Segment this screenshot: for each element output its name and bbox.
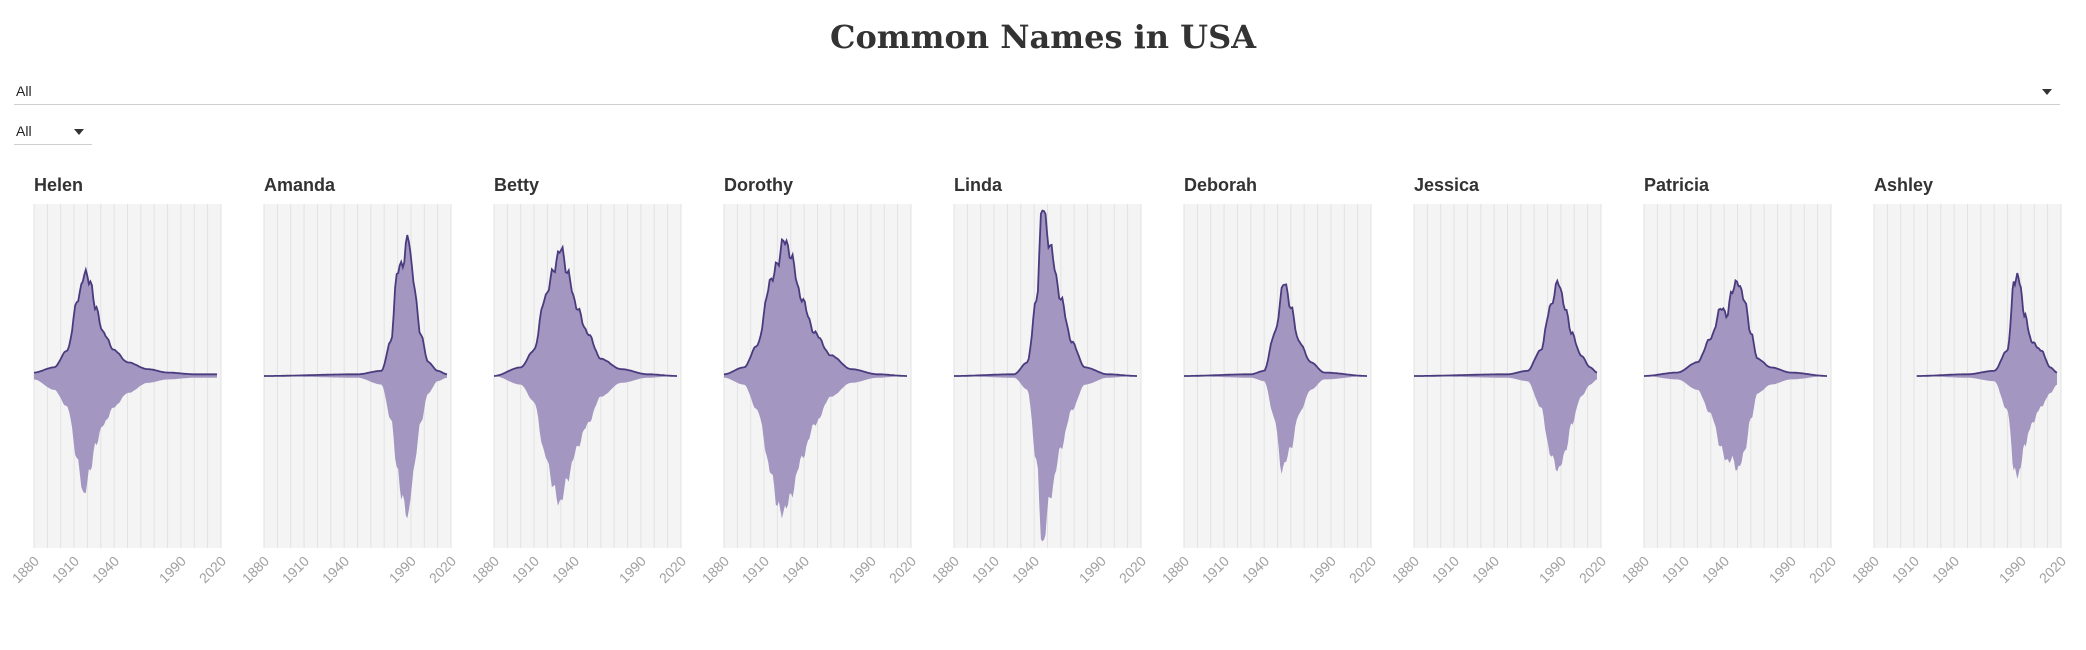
x-tick-label: 1880 — [239, 553, 272, 586]
name-label: Dorothy — [724, 175, 793, 195]
x-tick-label: 1990 — [1076, 553, 1109, 586]
x-tick-label: 1910 — [279, 553, 312, 586]
x-tick-label: 1940 — [89, 553, 122, 586]
x-tick-label: 1990 — [846, 553, 879, 586]
x-tick-label: 1940 — [319, 553, 352, 586]
x-tick-label: 1990 — [1766, 553, 1799, 586]
area-shape — [954, 210, 1137, 542]
x-tick-label: 1910 — [1659, 553, 1692, 586]
series-line — [33, 266, 217, 376]
x-tick-label: 1880 — [1849, 553, 1882, 586]
x-tick-label: 2020 — [1116, 553, 1149, 586]
x-tick-label: 1990 — [1306, 553, 1339, 586]
x-tick-label: 1940 — [1929, 553, 1962, 586]
name-panel-jessica: Jessica 1880 1910 1940 1990 2020 — [1389, 175, 1609, 586]
x-tick-label: 1910 — [1429, 553, 1462, 586]
x-tick-label: 1910 — [1889, 553, 1922, 586]
name-panel-dorothy: Dorothy 1880 1910 1940 1990 2020 — [699, 175, 919, 586]
x-tick-label: 2020 — [426, 553, 459, 586]
x-tick-label: 1990 — [156, 553, 189, 586]
x-tick-label: 1880 — [1159, 553, 1192, 586]
page-title: Common Names in USA — [829, 18, 1257, 56]
name-label: Patricia — [1644, 175, 1710, 195]
x-tick-label: 2020 — [1576, 553, 1609, 586]
x-tick-label: 1910 — [739, 553, 772, 586]
x-tick-label: 1910 — [509, 553, 542, 586]
area-shape — [264, 235, 447, 519]
name-label: Ashley — [1874, 175, 1933, 195]
series-line — [1644, 278, 1827, 377]
x-tick-label: 1880 — [929, 553, 962, 586]
name-panel-patricia: Patricia 1880 1910 1940 1990 2020 — [1619, 175, 1839, 586]
x-tick-label: 1940 — [549, 553, 582, 586]
x-tick-label: 1990 — [386, 553, 419, 586]
name-label: Linda — [954, 175, 1003, 195]
name-panel-helen: Helen 1880 1910 1940 1990 2020 — [9, 175, 229, 586]
area-shape — [1916, 273, 2057, 479]
x-tick-label: 1940 — [1469, 553, 1502, 586]
x-tick-label: 2020 — [2036, 553, 2069, 586]
series-line — [264, 234, 448, 377]
series-line — [1184, 283, 1367, 377]
series-line — [493, 244, 677, 377]
x-tick-label: 1910 — [1199, 553, 1232, 586]
name-label: Amanda — [264, 175, 336, 195]
area-shape — [724, 239, 907, 519]
area-shape — [494, 247, 677, 506]
series-line — [954, 209, 1137, 377]
x-tick-label: 1880 — [469, 553, 502, 586]
area-shape — [1644, 280, 1827, 471]
area-shape — [1414, 280, 1597, 472]
x-tick-label: 1940 — [1699, 553, 1732, 586]
x-tick-label: 1910 — [969, 553, 1002, 586]
name-panel-betty: Betty 1880 1910 1940 1990 2020 — [469, 175, 689, 586]
x-tick-label: 1880 — [9, 553, 42, 586]
name-panel-linda: Linda 1880 1910 1940 1990 2020 — [929, 175, 1149, 586]
x-tick-label: 2020 — [196, 553, 229, 586]
x-tick-label: 1940 — [779, 553, 812, 586]
area-shape — [1184, 284, 1367, 475]
x-tick-label: 1990 — [1536, 553, 1569, 586]
x-tick-label: 1880 — [699, 553, 732, 586]
name-label: Helen — [34, 175, 83, 195]
x-tick-label: 1910 — [49, 553, 82, 586]
x-tick-label: 2020 — [656, 553, 689, 586]
name-panel-ashley: Ashley 1880 1910 1940 1990 2020 — [1849, 175, 2069, 586]
x-tick-label: 1990 — [1996, 553, 2029, 586]
name-panel-amanda: Amanda 1880 1910 1940 1990 2020 — [239, 175, 459, 586]
filter-select-small[interactable]: All — [14, 120, 92, 145]
chevron-down-icon — [74, 129, 84, 135]
filter-select-wide-value: All — [16, 83, 32, 99]
x-tick-label: 2020 — [1346, 553, 1379, 586]
area-shape — [34, 269, 217, 493]
series-line — [1414, 278, 1598, 377]
x-tick-label: 1940 — [1239, 553, 1272, 586]
name-label: Deborah — [1184, 175, 1257, 195]
x-tick-label: 2020 — [1806, 553, 1839, 586]
series-line — [1916, 272, 2058, 377]
name-label: Betty — [494, 175, 539, 195]
name-label: Jessica — [1414, 175, 1480, 195]
x-tick-label: 1880 — [1389, 553, 1422, 586]
x-tick-label: 1940 — [1009, 553, 1042, 586]
name-panel-deborah: Deborah 1880 1910 1940 1990 2020 — [1159, 175, 1379, 586]
x-tick-label: 2020 — [886, 553, 919, 586]
filter-select-small-value: All — [16, 123, 32, 139]
x-tick-label: 1880 — [1619, 553, 1652, 586]
filter-select-wide[interactable]: All — [14, 80, 2060, 105]
x-tick-label: 1990 — [616, 553, 649, 586]
chevron-down-icon — [2042, 89, 2052, 95]
series-line — [723, 237, 907, 377]
